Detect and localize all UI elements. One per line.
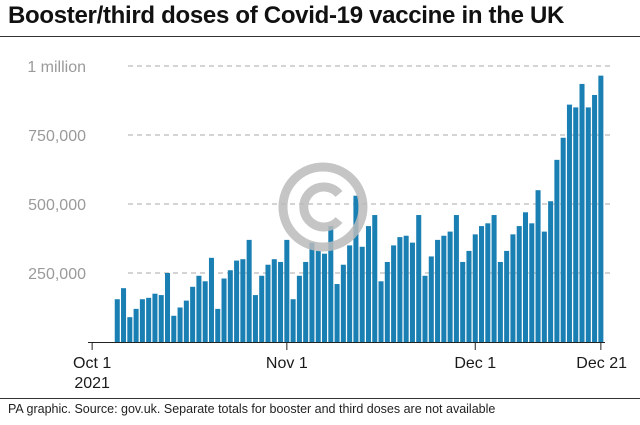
bar bbox=[397, 237, 403, 342]
bar bbox=[303, 261, 309, 342]
bar bbox=[560, 137, 566, 342]
bar bbox=[183, 300, 189, 342]
bar bbox=[146, 297, 152, 342]
bar bbox=[485, 223, 491, 342]
bar bbox=[177, 307, 183, 342]
bar bbox=[585, 107, 591, 343]
bar bbox=[510, 234, 516, 342]
title-rule bbox=[0, 36, 640, 37]
bar bbox=[378, 281, 384, 342]
bar bbox=[460, 261, 466, 342]
bar bbox=[522, 212, 529, 342]
bar bbox=[472, 234, 478, 342]
bar bbox=[290, 299, 296, 342]
x-tick-sublabel: 2021 bbox=[74, 375, 110, 392]
bar bbox=[466, 250, 472, 342]
bar bbox=[491, 215, 497, 342]
bar bbox=[340, 264, 346, 342]
bar bbox=[504, 250, 510, 342]
x-tick-label: Dec 21 bbox=[576, 355, 627, 372]
chart-title: Booster/third doses of Covid-19 vaccine … bbox=[8, 2, 565, 29]
bar bbox=[447, 231, 453, 342]
bar bbox=[372, 215, 378, 342]
bar bbox=[259, 275, 265, 342]
bar bbox=[315, 250, 321, 342]
bar bbox=[359, 246, 365, 342]
bar bbox=[227, 270, 233, 342]
bar bbox=[334, 284, 340, 342]
source-note: PA graphic. Source: gov.uk. Separate tot… bbox=[8, 402, 496, 416]
bar bbox=[196, 275, 202, 342]
bar bbox=[234, 260, 240, 342]
bar bbox=[391, 245, 397, 342]
bar bbox=[114, 299, 120, 342]
bar bbox=[322, 253, 328, 342]
bar bbox=[497, 261, 503, 342]
bar bbox=[171, 315, 177, 342]
bar bbox=[541, 231, 547, 342]
bar bbox=[598, 75, 604, 342]
bar bbox=[152, 293, 158, 342]
bar bbox=[246, 239, 252, 342]
bar bbox=[529, 223, 535, 342]
bar bbox=[353, 195, 359, 342]
bar bbox=[139, 299, 145, 342]
bar bbox=[365, 226, 371, 342]
bar bbox=[284, 239, 290, 342]
x-tick-label: Oct 1 bbox=[73, 355, 111, 372]
bar bbox=[221, 278, 227, 342]
bar bbox=[479, 226, 485, 342]
y-tick-label: 1 million bbox=[27, 59, 86, 76]
y-tick-label: 250,000 bbox=[28, 266, 86, 283]
bar bbox=[554, 159, 560, 342]
bar bbox=[384, 261, 390, 342]
bar bbox=[409, 242, 415, 342]
x-tick-label: Dec 1 bbox=[454, 355, 496, 372]
bar bbox=[127, 317, 133, 342]
bar bbox=[422, 275, 428, 342]
bar bbox=[208, 257, 214, 342]
bar bbox=[133, 308, 139, 342]
bar bbox=[265, 264, 271, 342]
bar bbox=[215, 308, 221, 342]
bar bbox=[271, 259, 277, 342]
bar bbox=[516, 226, 522, 342]
bar bbox=[328, 226, 334, 342]
copyright-watermark-icon bbox=[278, 162, 368, 252]
y-tick-label: 750,000 bbox=[28, 128, 86, 145]
bar bbox=[403, 235, 409, 342]
bar bbox=[566, 104, 572, 342]
bar bbox=[573, 107, 579, 343]
bar bbox=[416, 215, 422, 342]
footer-rule bbox=[0, 398, 640, 399]
y-tick-label: 500,000 bbox=[28, 197, 86, 214]
bar bbox=[579, 83, 585, 342]
bar bbox=[240, 259, 246, 342]
bar bbox=[164, 273, 171, 342]
bar bbox=[202, 281, 208, 342]
bar bbox=[252, 295, 258, 342]
bar bbox=[296, 275, 302, 342]
bar bbox=[535, 190, 541, 342]
bar bbox=[435, 239, 441, 342]
bar bbox=[428, 256, 434, 342]
bar bbox=[441, 235, 447, 342]
bar bbox=[453, 215, 459, 342]
bar bbox=[592, 94, 598, 342]
bar bbox=[347, 245, 353, 342]
bar bbox=[190, 286, 196, 342]
copyright-watermark-c bbox=[299, 182, 343, 232]
bar bbox=[548, 201, 554, 342]
bar bbox=[278, 261, 284, 342]
bar bbox=[309, 242, 315, 342]
bar bbox=[158, 295, 164, 342]
x-tick-label: Nov 1 bbox=[266, 355, 308, 372]
bar bbox=[121, 288, 127, 342]
